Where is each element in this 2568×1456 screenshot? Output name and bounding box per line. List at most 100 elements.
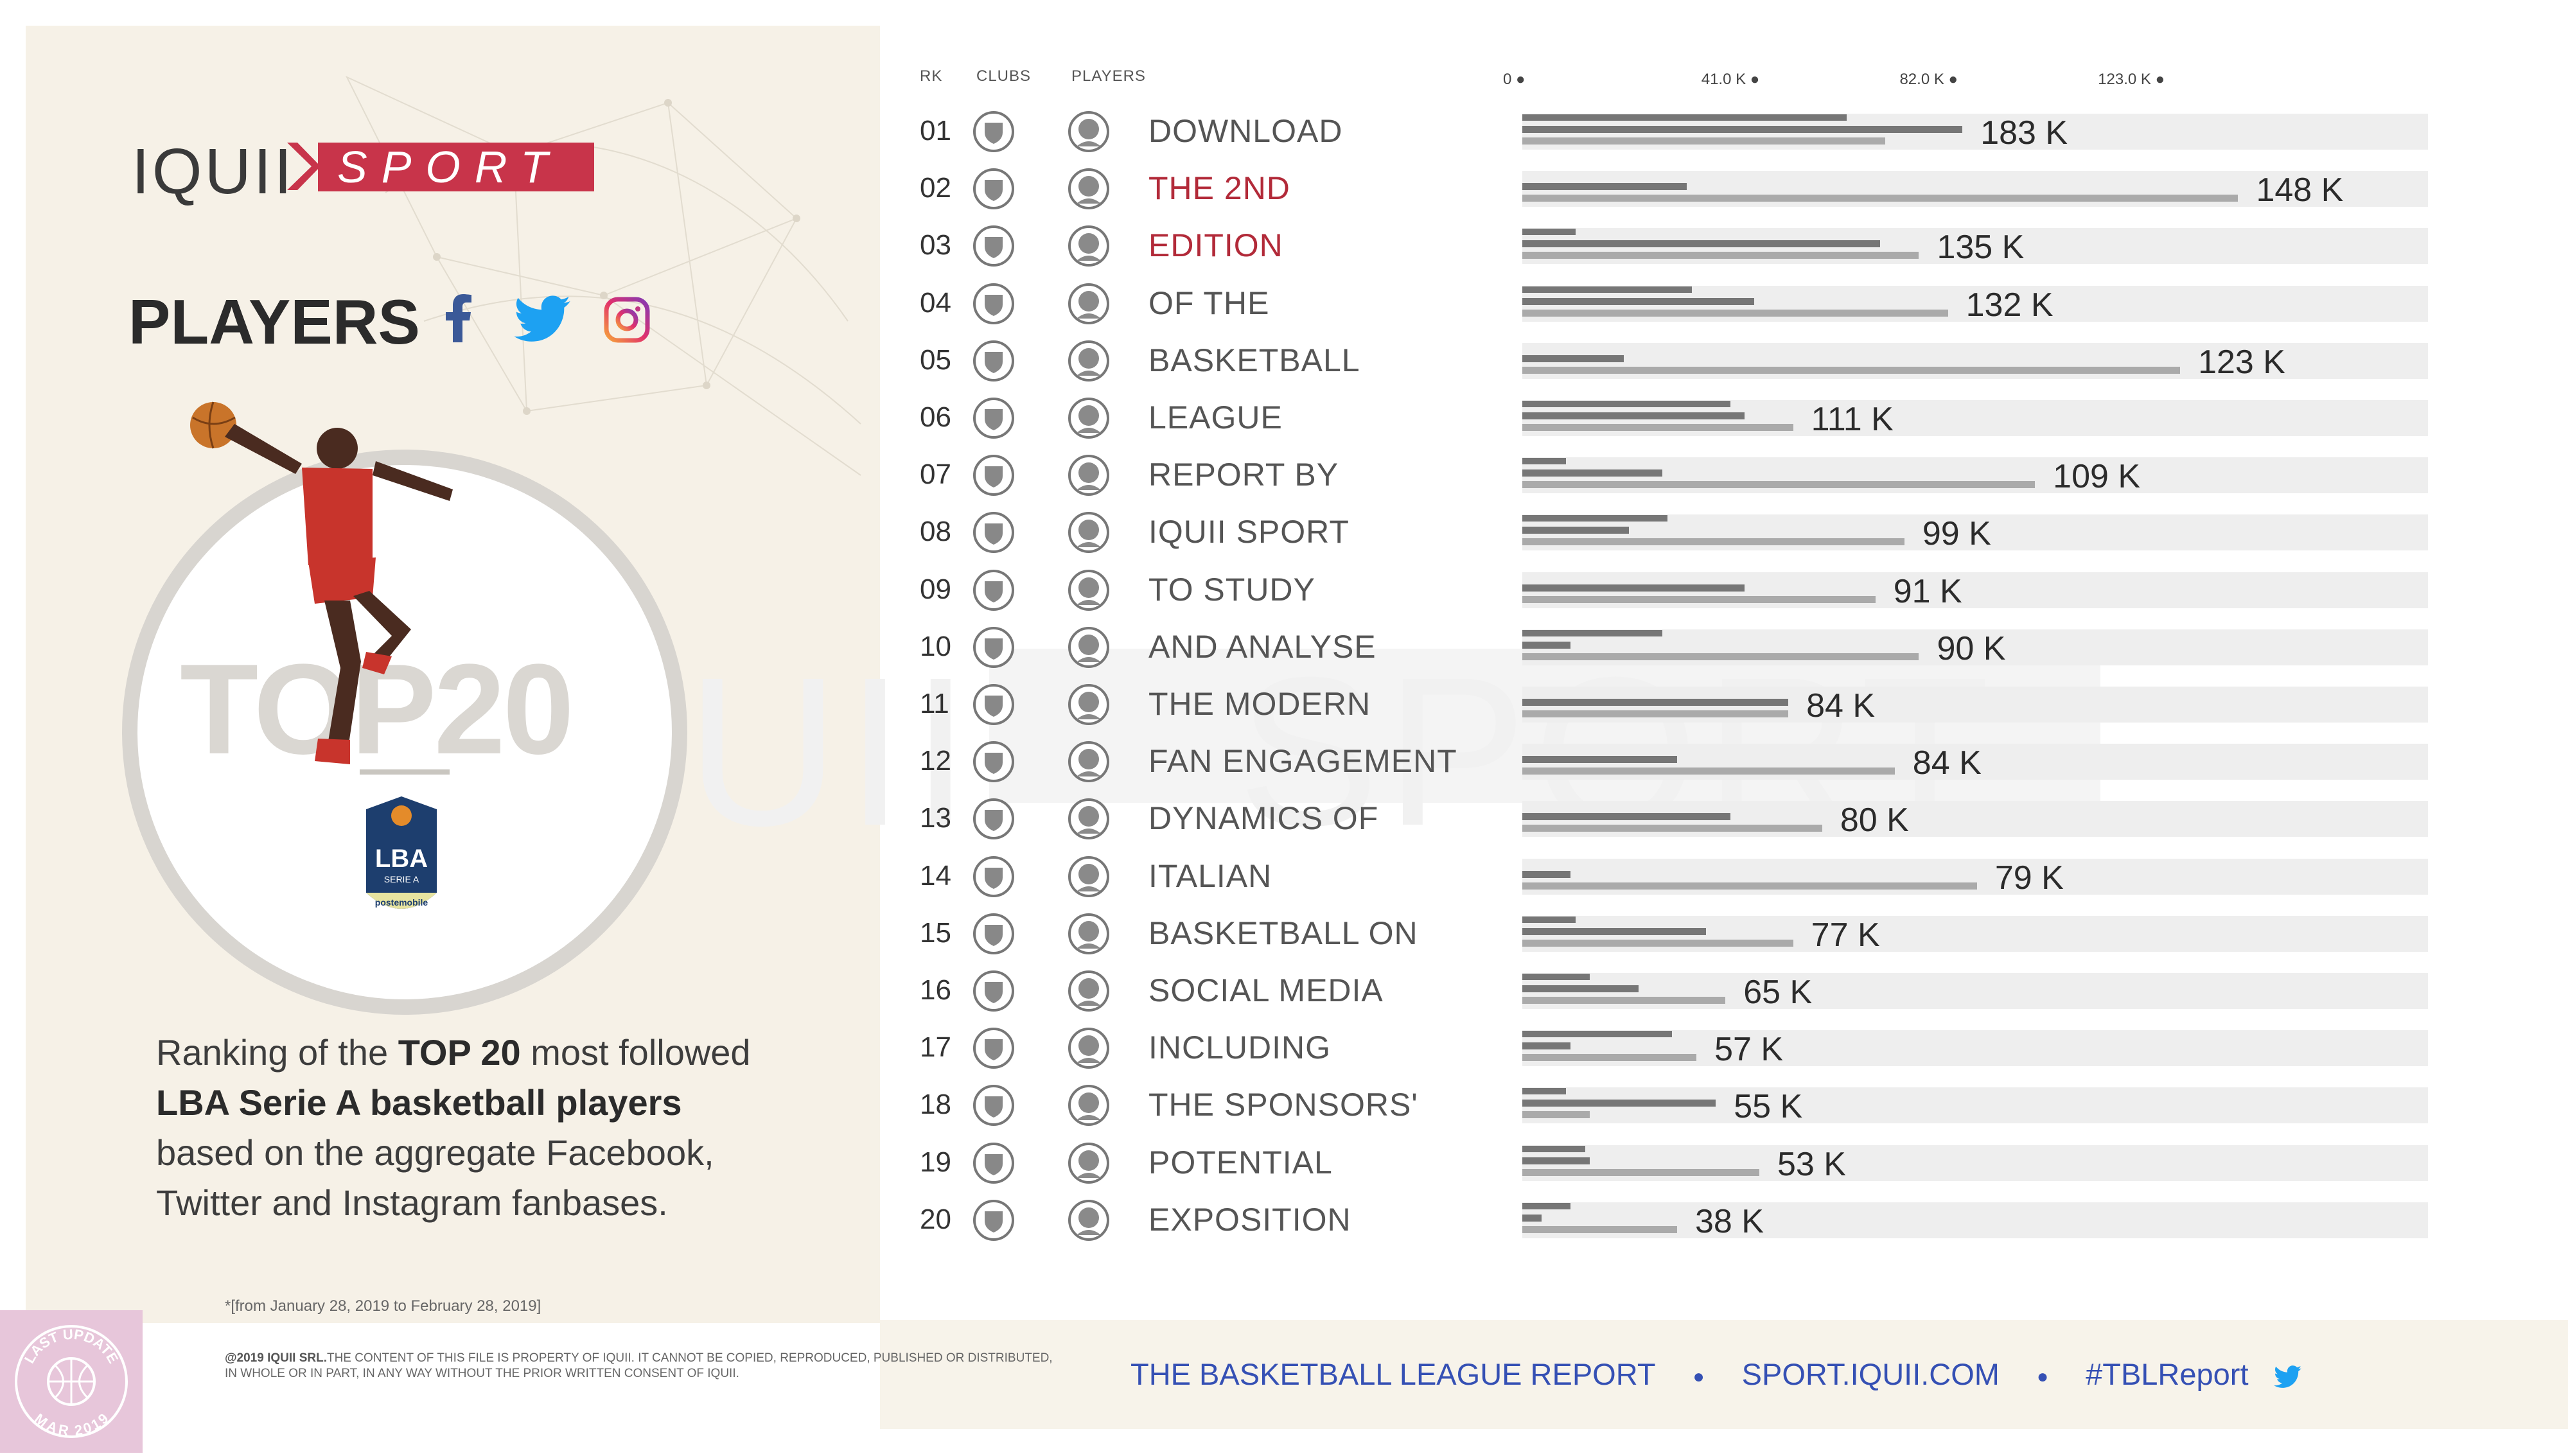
bar-segment bbox=[1522, 366, 2181, 374]
club-shield-icon bbox=[973, 1142, 1014, 1184]
value-label: 132 K bbox=[1966, 286, 2054, 324]
bar-segment bbox=[1522, 309, 1948, 317]
header-clubs: CLUBS bbox=[976, 67, 1032, 85]
rank-number: 16 bbox=[920, 974, 951, 1006]
value-label: 111 K bbox=[1811, 401, 1894, 438]
player-avatar-icon bbox=[1068, 913, 1109, 954]
player-name: ITALIAN bbox=[1148, 857, 1272, 894]
bar-segment bbox=[1522, 1054, 1697, 1062]
bar-segment bbox=[1522, 401, 1730, 407]
bar-segment bbox=[1522, 1225, 1677, 1233]
player-avatar-icon bbox=[1068, 741, 1109, 783]
player-name: POTENTIAL bbox=[1148, 1144, 1333, 1180]
bar-segment bbox=[1522, 229, 1576, 236]
club-shield-icon bbox=[973, 855, 1014, 897]
bar-segment bbox=[1522, 126, 1963, 133]
description-part: Ranking of the bbox=[156, 1032, 398, 1073]
footer-site-link[interactable]: SPORT.IQUII.COM bbox=[1741, 1357, 2000, 1391]
rank-number: 08 bbox=[920, 516, 951, 548]
player-avatar-icon bbox=[1068, 283, 1109, 324]
stamp-bottom-text: MAR 2019 bbox=[31, 1410, 111, 1439]
footer-separator: ● bbox=[1693, 1365, 1705, 1387]
club-shield-icon bbox=[973, 741, 1014, 783]
value-label: 77 K bbox=[1811, 916, 1880, 954]
club-shield-icon bbox=[973, 626, 1014, 668]
club-shield-icon bbox=[973, 1085, 1014, 1127]
value-label: 79 K bbox=[1994, 859, 2064, 897]
player-name: THE MODERN bbox=[1148, 686, 1371, 722]
rank-number: 09 bbox=[920, 573, 951, 605]
bar-segment bbox=[1522, 240, 1881, 248]
player-name: LEAGUE bbox=[1148, 399, 1283, 435]
player-avatar-icon bbox=[1068, 1028, 1109, 1069]
player-name: EDITION bbox=[1148, 227, 1283, 264]
description-bold: TOP 20 bbox=[398, 1032, 521, 1073]
rank-number: 03 bbox=[920, 229, 951, 261]
lba-logo-text: LBA bbox=[375, 845, 428, 873]
bar-segment bbox=[1522, 1168, 1759, 1176]
bar-segment bbox=[1522, 825, 1822, 832]
player-avatar-icon bbox=[1068, 626, 1109, 668]
twitter-icon bbox=[514, 295, 570, 342]
club-shield-icon bbox=[973, 225, 1014, 267]
value-label: 148 K bbox=[2256, 171, 2344, 209]
bar-segment bbox=[1522, 653, 1919, 660]
bar-segment bbox=[1522, 297, 1755, 305]
player-name: IQUII SPORT bbox=[1148, 514, 1350, 550]
club-shield-icon bbox=[973, 340, 1014, 382]
bar-segment bbox=[1522, 974, 1590, 980]
header-players: PLAYERS bbox=[1071, 67, 1146, 85]
value-label: 80 K bbox=[1840, 802, 1909, 839]
rank-number: 17 bbox=[920, 1031, 951, 1064]
bar-segment bbox=[1522, 756, 1677, 764]
value-label: 90 K bbox=[1937, 629, 2006, 667]
basketball-player-illustration bbox=[190, 401, 453, 764]
player-avatar-icon bbox=[1068, 1085, 1109, 1127]
rank-number: 15 bbox=[920, 917, 951, 949]
bar-segment bbox=[1522, 997, 1726, 1004]
bar-segment bbox=[1522, 629, 1663, 636]
bar-segment bbox=[1522, 1031, 1673, 1038]
player-name: REPORT BY bbox=[1148, 457, 1339, 493]
bar-segment bbox=[1522, 412, 1745, 419]
rank-number: 05 bbox=[920, 344, 951, 376]
rank-number: 12 bbox=[920, 745, 951, 777]
brand-right-text: SPORT bbox=[337, 142, 562, 192]
rank-number: 02 bbox=[920, 172, 951, 204]
bar-segment bbox=[1522, 699, 1789, 706]
footer-twitter-icon[interactable] bbox=[2273, 1365, 2302, 1389]
footer-separator: ● bbox=[2036, 1365, 2049, 1387]
copyright-bold: @2019 IQUII SRL. bbox=[225, 1351, 327, 1365]
club-shield-icon bbox=[973, 569, 1014, 611]
bar-segment bbox=[1522, 641, 1571, 649]
value-label: 53 K bbox=[1777, 1145, 1846, 1183]
player-avatar-icon bbox=[1068, 684, 1109, 725]
player-avatar-icon bbox=[1068, 855, 1109, 897]
bar-segment bbox=[1522, 595, 1876, 603]
bar-segment bbox=[1522, 870, 1571, 878]
bar-segment bbox=[1522, 916, 1576, 923]
footer-links: THE BASKETBALL LEAGUE REPORT ● SPORT.IQUII… bbox=[1130, 1356, 2302, 1392]
club-shield-icon bbox=[973, 684, 1014, 725]
player-avatar-icon bbox=[1068, 512, 1109, 554]
rank-number: 11 bbox=[920, 688, 949, 719]
value-label: 65 K bbox=[1743, 974, 1813, 1011]
footer-hashtag-link[interactable]: #TBLReport bbox=[2086, 1357, 2249, 1391]
value-label: 84 K bbox=[1912, 744, 1982, 782]
date-range-footnote: *[from January 28, 2019 to February 28, … bbox=[225, 1297, 541, 1315]
copyright-notice: @2019 IQUII SRL.THE CONTENT OF THIS FILE… bbox=[225, 1351, 1060, 1381]
value-label: 99 K bbox=[1922, 515, 1991, 553]
axis-tick-label: 123.0 K ● bbox=[2098, 71, 2165, 88]
player-name: EXPOSITION bbox=[1148, 1201, 1351, 1238]
club-shield-icon bbox=[973, 1028, 1014, 1069]
last-update-stamp: LAST UPDATE MAR 2019 bbox=[0, 1310, 143, 1453]
club-shield-icon bbox=[973, 512, 1014, 554]
player-name: FAN ENGAGEMENT bbox=[1148, 743, 1457, 780]
player-avatar-icon bbox=[1068, 225, 1109, 267]
description-part: based on the aggregate Facebook, Twitter… bbox=[156, 1132, 714, 1223]
bar-segment bbox=[1522, 538, 1904, 546]
club-shield-icon bbox=[973, 111, 1014, 152]
bar-segment bbox=[1522, 252, 1919, 259]
player-avatar-icon bbox=[1068, 340, 1109, 382]
bar-segment bbox=[1522, 584, 1745, 592]
